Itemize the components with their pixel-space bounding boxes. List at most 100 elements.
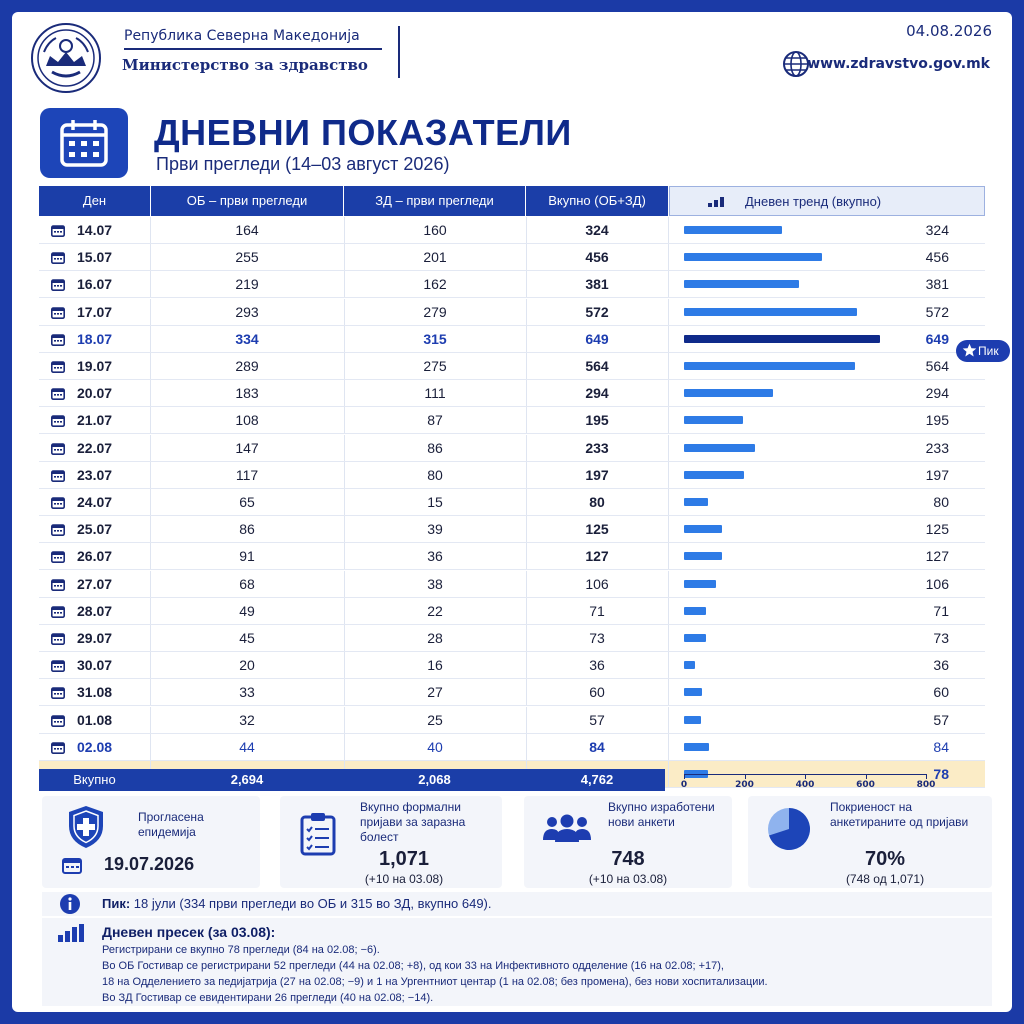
column-divider	[150, 244, 151, 272]
row-divider	[39, 542, 985, 544]
cell-ob: 334	[235, 330, 259, 347]
daily-section: Дневен пресек (за 03.08): Регистрирани с…	[42, 918, 992, 1006]
column-divider	[668, 706, 669, 734]
calendar-icon	[51, 279, 65, 292]
table-header: Ден ОБ – први прегледи ЗД – први преглед…	[39, 186, 985, 216]
column-divider	[668, 733, 669, 761]
trend-value: 36	[933, 657, 949, 674]
cell-zd: 86	[427, 439, 443, 456]
calendar-icon	[60, 120, 108, 167]
cell-ob: 91	[239, 548, 255, 565]
trend-value: 233	[925, 439, 949, 456]
column-divider	[344, 271, 345, 299]
coverage-pie-icon	[768, 808, 811, 850]
column-divider	[668, 516, 669, 544]
cell-zd: 160	[423, 222, 447, 238]
row-divider	[39, 678, 985, 680]
column-divider	[150, 570, 151, 598]
coverage-detail: (748 од 1,071)	[845, 872, 925, 886]
cell-zd: 28	[427, 630, 443, 646]
column-divider	[526, 652, 527, 680]
row-divider	[39, 569, 985, 571]
cell-ob: 86	[239, 521, 255, 538]
surveys-delta: (+10 на 03.08)	[588, 872, 668, 886]
column-divider	[344, 461, 345, 489]
column-divider	[668, 380, 669, 408]
column-divider	[668, 271, 669, 299]
column-divider	[668, 407, 669, 435]
cell-zd: 162	[423, 276, 447, 293]
column-divider	[344, 706, 345, 734]
column-divider	[668, 625, 669, 652]
axis-tick	[926, 774, 927, 779]
column-divider	[526, 461, 527, 489]
row-divider	[39, 623, 985, 625]
column-divider	[668, 570, 669, 598]
column-divider	[150, 380, 151, 408]
table-footer: Вкупно 2,694 2,068 4,762	[39, 769, 665, 791]
calendar-icon	[51, 660, 65, 673]
cell-ob: 183	[235, 385, 259, 402]
reports-delta: (+10 на 03.08)	[364, 872, 444, 886]
trend-bar	[684, 253, 822, 262]
peak-note-body: 18 јули (334 први прегледи во ОБ и 315 в…	[133, 896, 492, 911]
calendar-icon	[51, 605, 65, 618]
cell-total: 127	[585, 548, 609, 565]
cell-ob: 68	[239, 575, 255, 592]
daily-title: Дневен пресек (за 03.08):	[102, 924, 276, 940]
row-divider	[39, 433, 985, 435]
coverage-pie-slice	[769, 808, 811, 850]
table-row: 26.07 91 36 127 127	[39, 543, 985, 571]
table-row: 17.07 293 279 572 572	[39, 298, 985, 326]
row-divider	[39, 351, 985, 353]
footer-zd: 2,068	[418, 772, 451, 787]
column-divider	[526, 353, 527, 380]
cell-ob: 164	[235, 222, 259, 238]
card-epidemic: Прогласена епидемија 19.07.2026	[42, 796, 260, 888]
title-calendar-badge	[40, 108, 128, 178]
column-divider	[668, 652, 669, 680]
page-subtitle: Први прегледи (14–03 август 2026)	[156, 154, 450, 174]
header-trend: Дневен тренд (вкупно)	[669, 186, 985, 216]
trend-value: 78	[933, 766, 949, 782]
people-group-icon	[543, 814, 591, 842]
trend-value: 294	[925, 385, 949, 402]
column-divider	[150, 625, 151, 652]
column-divider	[344, 217, 345, 244]
trend-bar	[684, 579, 717, 588]
header-zd: ЗД – први прегледи	[344, 186, 525, 216]
table-row: 21.07 108 87 195 195	[39, 407, 985, 435]
column-divider	[150, 543, 151, 571]
table-row: 27.07 68 38 106 106	[39, 570, 985, 598]
column-divider	[668, 353, 669, 380]
trend-bar	[684, 307, 857, 316]
trend-bar	[684, 606, 706, 615]
row-divider	[39, 270, 985, 272]
column-divider	[344, 489, 345, 516]
column-divider	[344, 597, 345, 625]
cell-zd: 36	[427, 548, 443, 565]
calendar-icon	[51, 524, 65, 537]
calendar-icon	[62, 858, 82, 874]
row-divider	[39, 651, 985, 652]
cell-ob: 147	[235, 439, 259, 456]
column-divider	[344, 543, 345, 571]
cell-total: 125	[585, 521, 609, 538]
cell-ob: 45	[239, 630, 255, 646]
cell-day: 26.07	[77, 548, 113, 565]
column-divider	[150, 271, 151, 299]
table-row: 22.07 147 86 233 233	[39, 434, 985, 462]
column-divider	[526, 570, 527, 598]
column-divider	[526, 597, 527, 625]
website-link[interactable]: www.zdravstvo.gov.mk	[807, 56, 990, 72]
card-reports: Вкупно формални пријави за заразна болес…	[280, 796, 502, 888]
column-divider	[344, 353, 345, 380]
globe-icon	[783, 51, 809, 77]
cell-ob: 65	[239, 494, 255, 510]
column-divider	[344, 733, 345, 761]
axis-tick	[744, 774, 746, 779]
column-divider	[150, 489, 151, 516]
column-divider	[150, 217, 151, 244]
cell-zd: 315	[423, 330, 447, 347]
footer-total: 4,762	[580, 772, 614, 787]
